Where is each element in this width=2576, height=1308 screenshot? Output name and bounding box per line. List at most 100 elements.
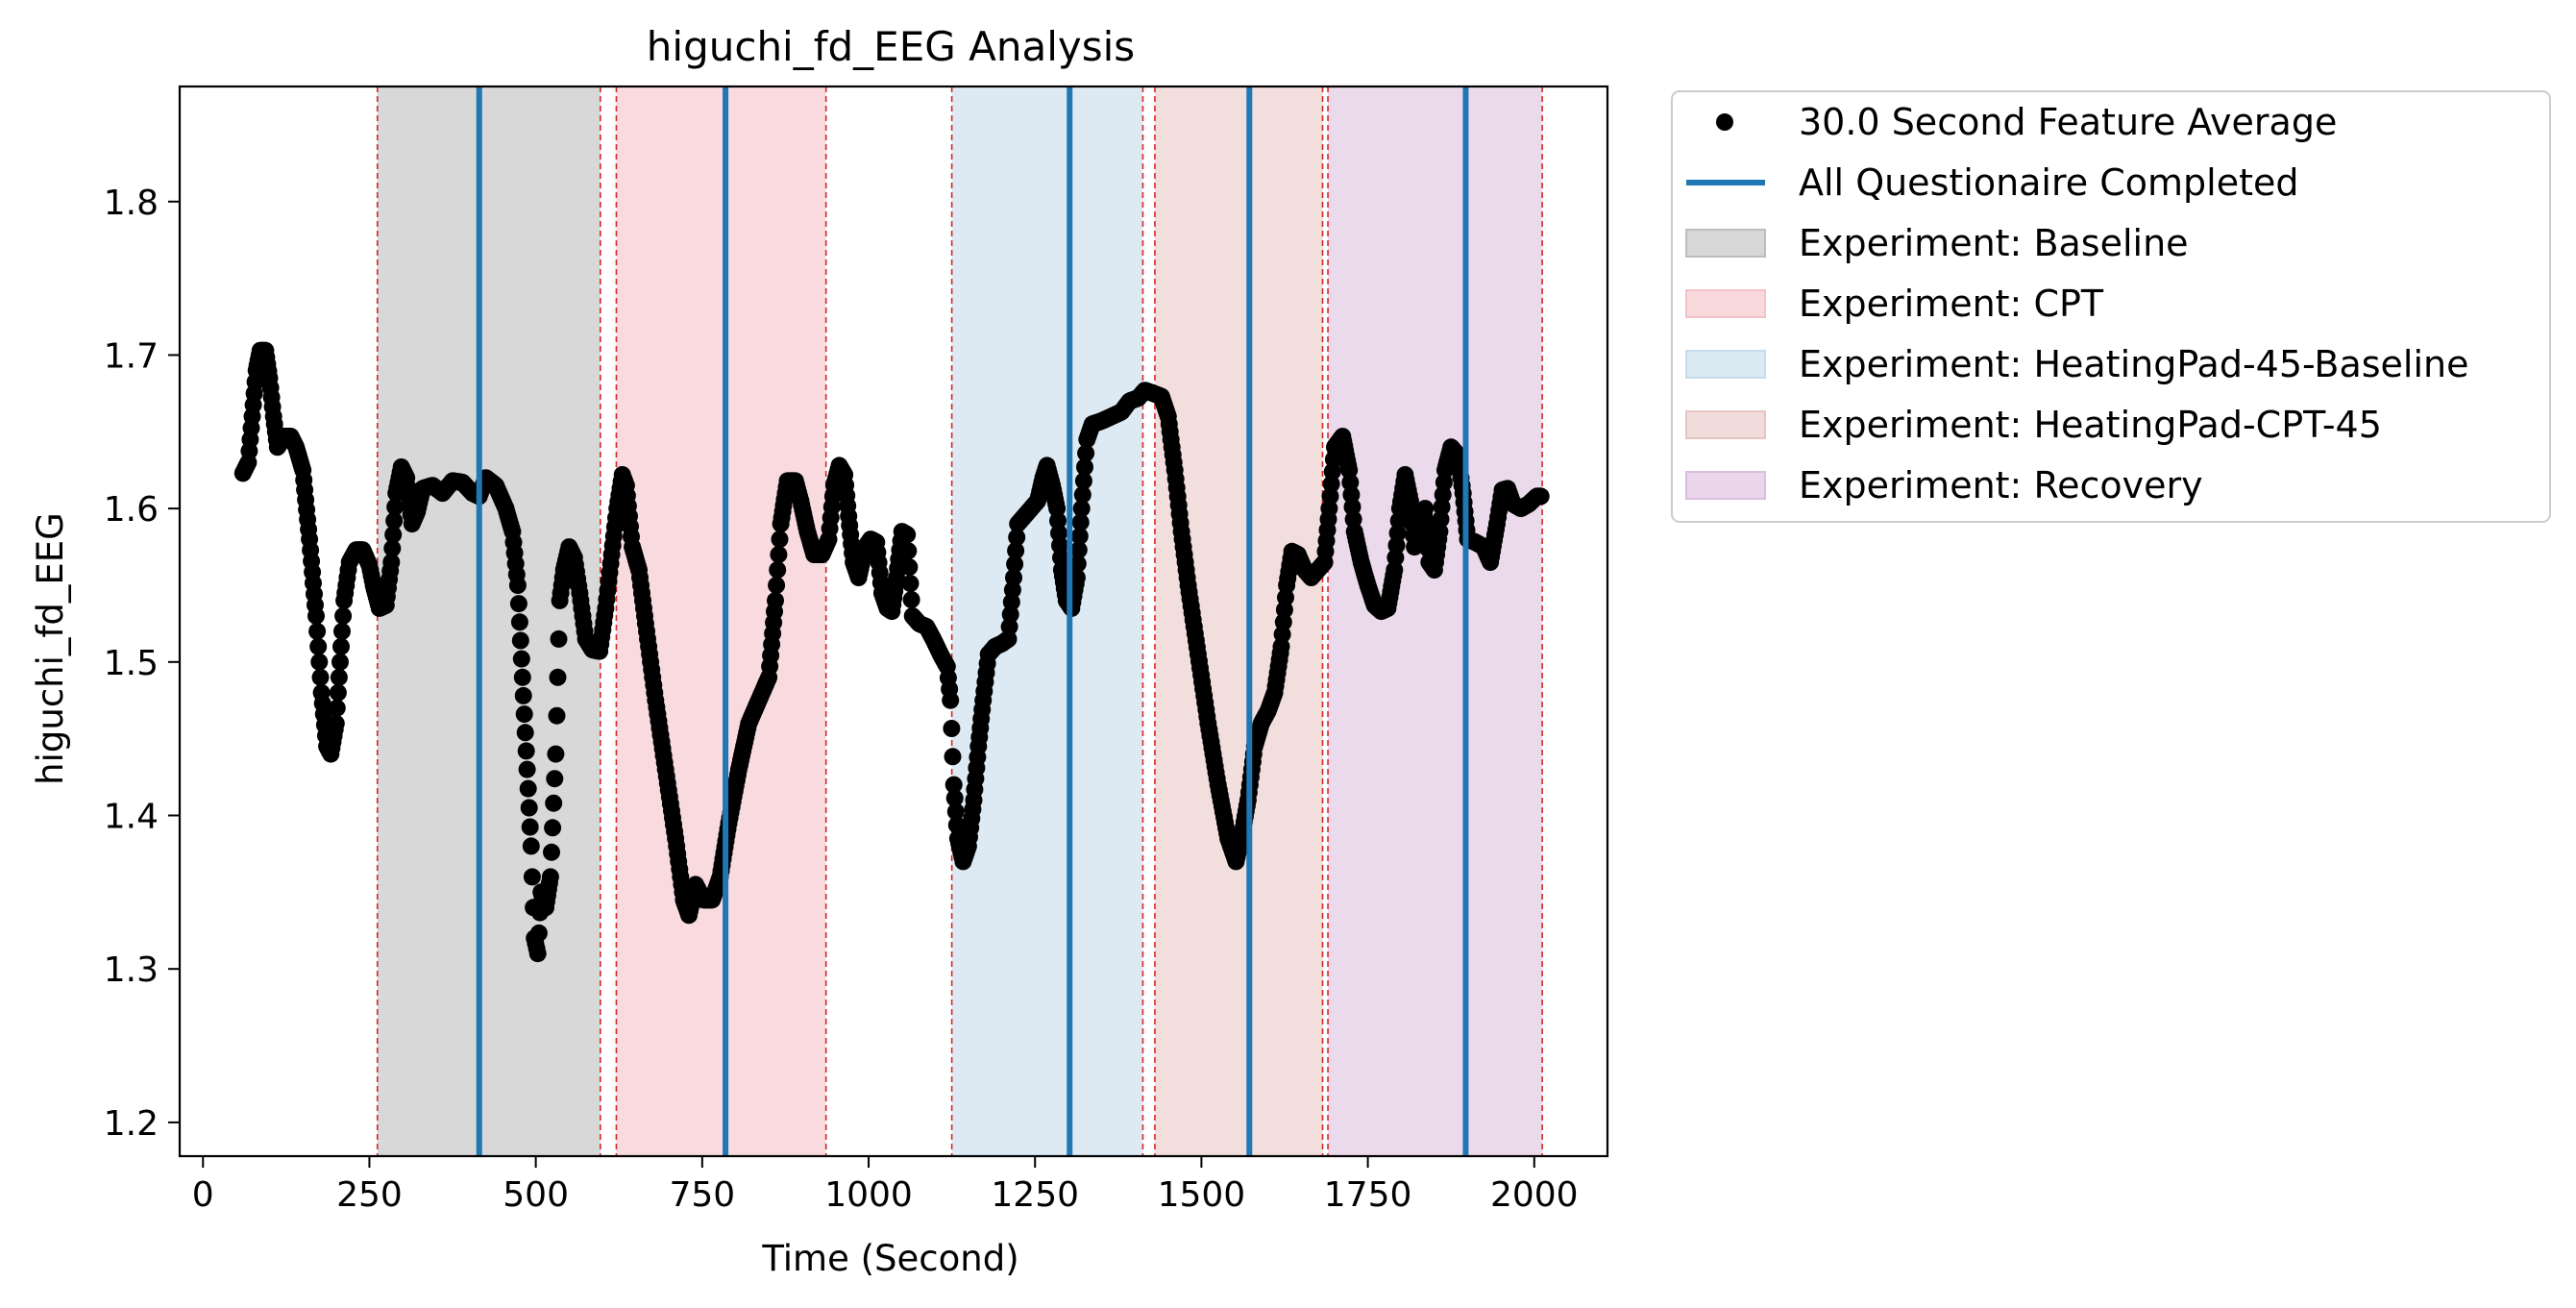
experiment-span bbox=[1328, 86, 1543, 1156]
feature-average-point bbox=[1052, 549, 1069, 567]
x-tick-label: 1500 bbox=[1158, 1175, 1246, 1215]
legend-item: All Questionaire Completed bbox=[1686, 161, 2299, 204]
feature-average-point bbox=[330, 668, 348, 686]
y-axis: 1.2 1.3 1.4 1.5 1.6 1.7 1.8 bbox=[104, 184, 180, 1144]
legend-label: Experiment: CPT bbox=[1799, 283, 2104, 325]
feature-average-point bbox=[511, 631, 529, 650]
legend-label: Experiment: HeatingPad-CPT-45 bbox=[1799, 404, 2382, 446]
legend-item: Experiment: HeatingPad-45-Baseline bbox=[1685, 343, 2469, 385]
y-axis-label: higuchi_fd_EEG bbox=[30, 512, 71, 785]
x-tick-label: 750 bbox=[669, 1175, 735, 1215]
feature-average-point bbox=[546, 770, 564, 788]
feature-average-points bbox=[233, 341, 1550, 963]
legend-label: All Questionaire Completed bbox=[1799, 161, 2299, 204]
feature-average-point bbox=[1005, 569, 1022, 586]
feature-average-point bbox=[514, 686, 532, 704]
feature-average-point bbox=[520, 799, 538, 817]
x-tick-label: 500 bbox=[503, 1175, 569, 1215]
feature-average-point bbox=[518, 760, 536, 778]
feature-average-point bbox=[946, 802, 965, 821]
feature-average-point bbox=[508, 577, 527, 594]
legend-patch-swatch bbox=[1685, 289, 1766, 318]
legend-patch-swatch bbox=[1685, 350, 1766, 379]
plot-frame bbox=[178, 85, 1609, 1158]
feature-average-point bbox=[548, 706, 566, 725]
feature-average-point bbox=[1072, 500, 1091, 518]
feature-average-point bbox=[1067, 569, 1086, 586]
legend-patch-swatch bbox=[1685, 471, 1766, 500]
legend: 30.0 Second Feature Average All Questiona… bbox=[1671, 90, 2551, 523]
feature-average-point bbox=[512, 650, 530, 668]
feature-average-point bbox=[1076, 458, 1093, 476]
feature-average-point bbox=[549, 668, 567, 686]
feature-average-point bbox=[384, 526, 403, 544]
feature-average-point bbox=[333, 622, 351, 640]
feature-average-point bbox=[942, 691, 960, 709]
legend-item: Experiment: Baseline bbox=[1685, 222, 2189, 264]
y-tick-label: 1.8 bbox=[104, 184, 159, 223]
feature-average-point bbox=[519, 779, 537, 798]
feature-average-point bbox=[1008, 529, 1026, 547]
feature-average-point bbox=[943, 720, 961, 737]
legend-items: 30.0 Second Feature Average All Questiona… bbox=[1685, 101, 2469, 506]
feature-average-point bbox=[1417, 513, 1435, 531]
feature-average-point bbox=[769, 561, 787, 579]
y-tick-label: 1.7 bbox=[104, 336, 159, 376]
feature-average-point bbox=[529, 924, 548, 942]
x-axis: 0 250 500 750 1000 1250 1500 1750 2000 bbox=[192, 1156, 1579, 1215]
feature-average-point bbox=[1048, 500, 1067, 518]
legend-label: Experiment: Recovery bbox=[1799, 464, 2203, 506]
feature-average-point bbox=[898, 526, 917, 544]
feature-average-point bbox=[1071, 513, 1090, 531]
experiment-span bbox=[377, 86, 601, 1156]
feature-average-point bbox=[545, 794, 563, 812]
feature-average-point bbox=[516, 724, 534, 742]
feature-average-point bbox=[1074, 472, 1092, 490]
x-tick-label: 1000 bbox=[824, 1175, 913, 1215]
feature-average-point bbox=[510, 613, 528, 631]
feature-average-point bbox=[900, 558, 919, 577]
feature-average-point bbox=[1532, 487, 1550, 506]
y-tick-label: 1.2 bbox=[104, 1104, 159, 1144]
y-tick-label: 1.4 bbox=[104, 798, 159, 837]
feature-average-point bbox=[1077, 444, 1095, 462]
legend-item: Experiment: HeatingPad-CPT-45 bbox=[1685, 404, 2382, 446]
feature-average-point bbox=[513, 668, 531, 686]
feature-average-point bbox=[550, 629, 568, 648]
feature-average-point bbox=[899, 542, 918, 560]
questionnaire-lines bbox=[476, 86, 1469, 1156]
feature-average-point bbox=[331, 653, 349, 671]
experiment-span bbox=[1154, 86, 1323, 1156]
feature-average-point bbox=[1050, 524, 1067, 542]
feature-average-point bbox=[1073, 485, 1092, 504]
feature-average-point bbox=[332, 637, 350, 655]
feature-average-point bbox=[944, 748, 962, 766]
feature-average-point bbox=[522, 837, 540, 855]
feature-average-point bbox=[328, 699, 346, 717]
feature-average-point bbox=[309, 637, 328, 655]
legend-label: 30.0 Second Feature Average bbox=[1799, 101, 2337, 143]
x-tick-label: 0 bbox=[192, 1175, 214, 1215]
feature-average-point bbox=[901, 575, 920, 593]
x-axis-label: Time (Second) bbox=[761, 1238, 1018, 1279]
legend-item: Experiment: Recovery bbox=[1685, 464, 2203, 506]
feature-average-point bbox=[1007, 542, 1025, 559]
feature-average-point bbox=[1006, 555, 1024, 573]
legend-patch-swatch bbox=[1685, 410, 1766, 439]
feature-average-point bbox=[310, 653, 329, 671]
feature-average-point bbox=[768, 577, 786, 594]
experiment-span bbox=[951, 86, 1143, 1156]
x-tick-label: 250 bbox=[336, 1175, 403, 1215]
feature-average-point bbox=[307, 606, 325, 625]
legend-label: Experiment: HeatingPad-45-Baseline bbox=[1799, 343, 2469, 385]
feature-average-point bbox=[523, 868, 541, 886]
experiment-boundaries bbox=[376, 86, 1543, 1156]
feature-average-point bbox=[1068, 555, 1087, 573]
legend-item: 30.0 Second Feature Average bbox=[1716, 101, 2337, 143]
chart-title: higuchi_fd_EEG Analysis bbox=[647, 23, 1135, 70]
feature-average-point bbox=[515, 705, 533, 724]
feature-average-point bbox=[382, 554, 401, 571]
feature-average-point bbox=[1069, 541, 1088, 559]
feature-average-point bbox=[509, 595, 527, 613]
